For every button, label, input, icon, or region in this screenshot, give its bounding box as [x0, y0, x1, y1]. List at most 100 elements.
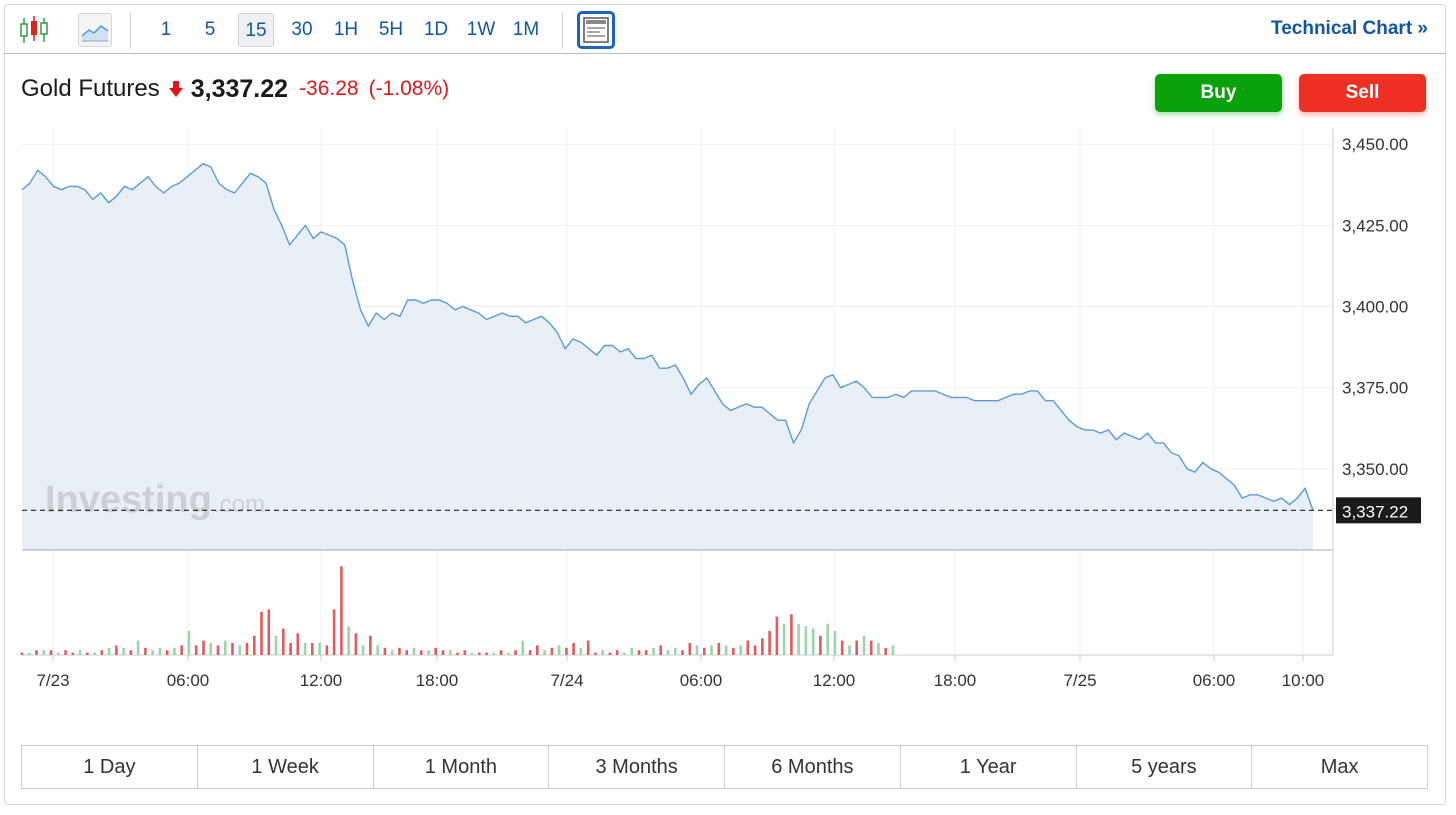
volume-bar — [267, 609, 271, 655]
volume-bar — [274, 635, 278, 655]
range-1-month-button[interactable]: 1 Month — [374, 746, 550, 788]
technical-chart-link[interactable]: Technical Chart » — [1271, 18, 1428, 39]
volume-bar — [456, 652, 459, 655]
volume-bar — [419, 650, 423, 655]
volume-bar — [463, 650, 467, 655]
volume-bar — [173, 647, 176, 655]
volume-bar — [194, 645, 198, 655]
interval-5h-button[interactable]: 5H — [378, 19, 404, 40]
volume-bar — [761, 638, 764, 655]
volume-bar — [739, 645, 742, 655]
volume-bar — [768, 631, 771, 655]
volume-bar — [57, 652, 60, 655]
interval-1-button[interactable]: 1 — [160, 19, 172, 40]
volume-bar — [434, 647, 437, 655]
toolbar-divider — [130, 13, 131, 49]
volume-bar — [144, 647, 147, 655]
volume-bar — [100, 650, 104, 655]
candlestick-chart-icon[interactable] — [18, 13, 52, 47]
x-tick-label: 06:00 — [1193, 671, 1236, 690]
volume-bar — [470, 652, 474, 655]
x-tick-label: 06:00 — [680, 671, 723, 690]
volume-bar — [790, 614, 793, 655]
volume-bar — [586, 640, 590, 655]
volume-bar — [223, 640, 227, 655]
volume-bar — [107, 647, 111, 655]
interval-15-button[interactable]: 15 — [238, 13, 274, 47]
volume-bar — [296, 633, 300, 655]
volume-bar — [746, 640, 750, 655]
volume-bar — [202, 640, 205, 655]
volume-bar — [209, 643, 212, 655]
volume-bar — [122, 647, 125, 655]
layout-panel-icon[interactable] — [577, 11, 615, 49]
down-arrow-icon — [168, 81, 183, 97]
volume-bar — [245, 643, 249, 655]
volume-bar — [165, 650, 169, 655]
volume-bar — [282, 628, 285, 655]
x-tick-label: 18:00 — [416, 671, 459, 690]
volume-bar — [819, 635, 822, 655]
toolbar-divider — [562, 13, 563, 49]
volume-bar — [303, 643, 307, 655]
last-price: 3,337.22 — [190, 74, 289, 103]
volume-bar — [521, 640, 525, 655]
volume-bar — [514, 650, 517, 655]
volume-bar — [231, 643, 234, 655]
price-change: -36.28 — [299, 77, 359, 100]
volume-bar — [115, 645, 118, 655]
x-tick-label: 06:00 — [167, 671, 210, 690]
sell-button[interactable]: Sell — [1299, 74, 1426, 112]
price-change-percent: (-1.08%) — [368, 77, 450, 100]
range-5-years-button[interactable]: 5 years — [1077, 746, 1253, 788]
x-tick-label: 18:00 — [934, 671, 977, 690]
volume-bar — [710, 645, 713, 655]
volume-bar — [615, 650, 619, 655]
range-1-year-button[interactable]: 1 Year — [901, 746, 1077, 788]
interval-1w-button[interactable]: 1W — [466, 19, 496, 40]
volume-bar — [332, 609, 336, 655]
volume-bar — [557, 645, 561, 655]
volume-bar — [86, 652, 89, 655]
volume-bar — [833, 631, 837, 655]
volume-bar — [623, 652, 626, 655]
interval-1h-button[interactable]: 1H — [333, 19, 359, 40]
volume-bar — [862, 635, 866, 655]
volume-bar — [390, 650, 394, 655]
volume-bar — [347, 626, 350, 655]
range-1-day-button[interactable]: 1 Day — [22, 746, 198, 788]
range-1-week-button[interactable]: 1 Week — [198, 746, 374, 788]
volume-bar — [361, 645, 365, 655]
interval-1d-button[interactable]: 1D — [423, 19, 449, 40]
volume-bar — [717, 643, 721, 655]
volume-bar — [855, 640, 858, 655]
volume-bar — [826, 623, 829, 655]
interval-1m-button[interactable]: 1M — [512, 19, 540, 40]
volume-bar — [608, 652, 612, 655]
volume-bar — [253, 635, 256, 655]
area-chart-icon[interactable] — [78, 13, 112, 47]
investing-watermark-suffix: .com — [213, 491, 265, 518]
volume-bar — [666, 650, 670, 655]
volume-bar — [441, 650, 445, 655]
volume-bar — [703, 647, 706, 655]
interval-5-button[interactable]: 5 — [204, 19, 216, 40]
price-chart[interactable]: 3,450.00 3,425.00 3,400.00 3,375.00 3,350.00… — [0, 0, 1456, 740]
volume-bar — [376, 645, 379, 655]
range-3-months-button[interactable]: 3 Months — [549, 746, 725, 788]
range-6-months-button[interactable]: 6 Months — [725, 746, 901, 788]
volume-bar — [405, 650, 408, 655]
volume-bar — [753, 645, 757, 655]
volume-bar — [180, 645, 183, 655]
buy-button[interactable]: Buy — [1155, 74, 1282, 112]
interval-30-button[interactable]: 30 — [291, 19, 313, 40]
volume-bar — [848, 645, 851, 655]
range-max-button[interactable]: Max — [1320, 756, 1359, 778]
volume-bar — [681, 650, 684, 655]
volume-bar — [383, 647, 387, 655]
volume-bar — [289, 643, 292, 655]
investing-watermark-logo: Investing — [45, 479, 212, 521]
y-tick-label: 3,350.00 — [1342, 460, 1408, 479]
volume-bar — [260, 611, 263, 655]
volume-bar — [42, 650, 46, 655]
